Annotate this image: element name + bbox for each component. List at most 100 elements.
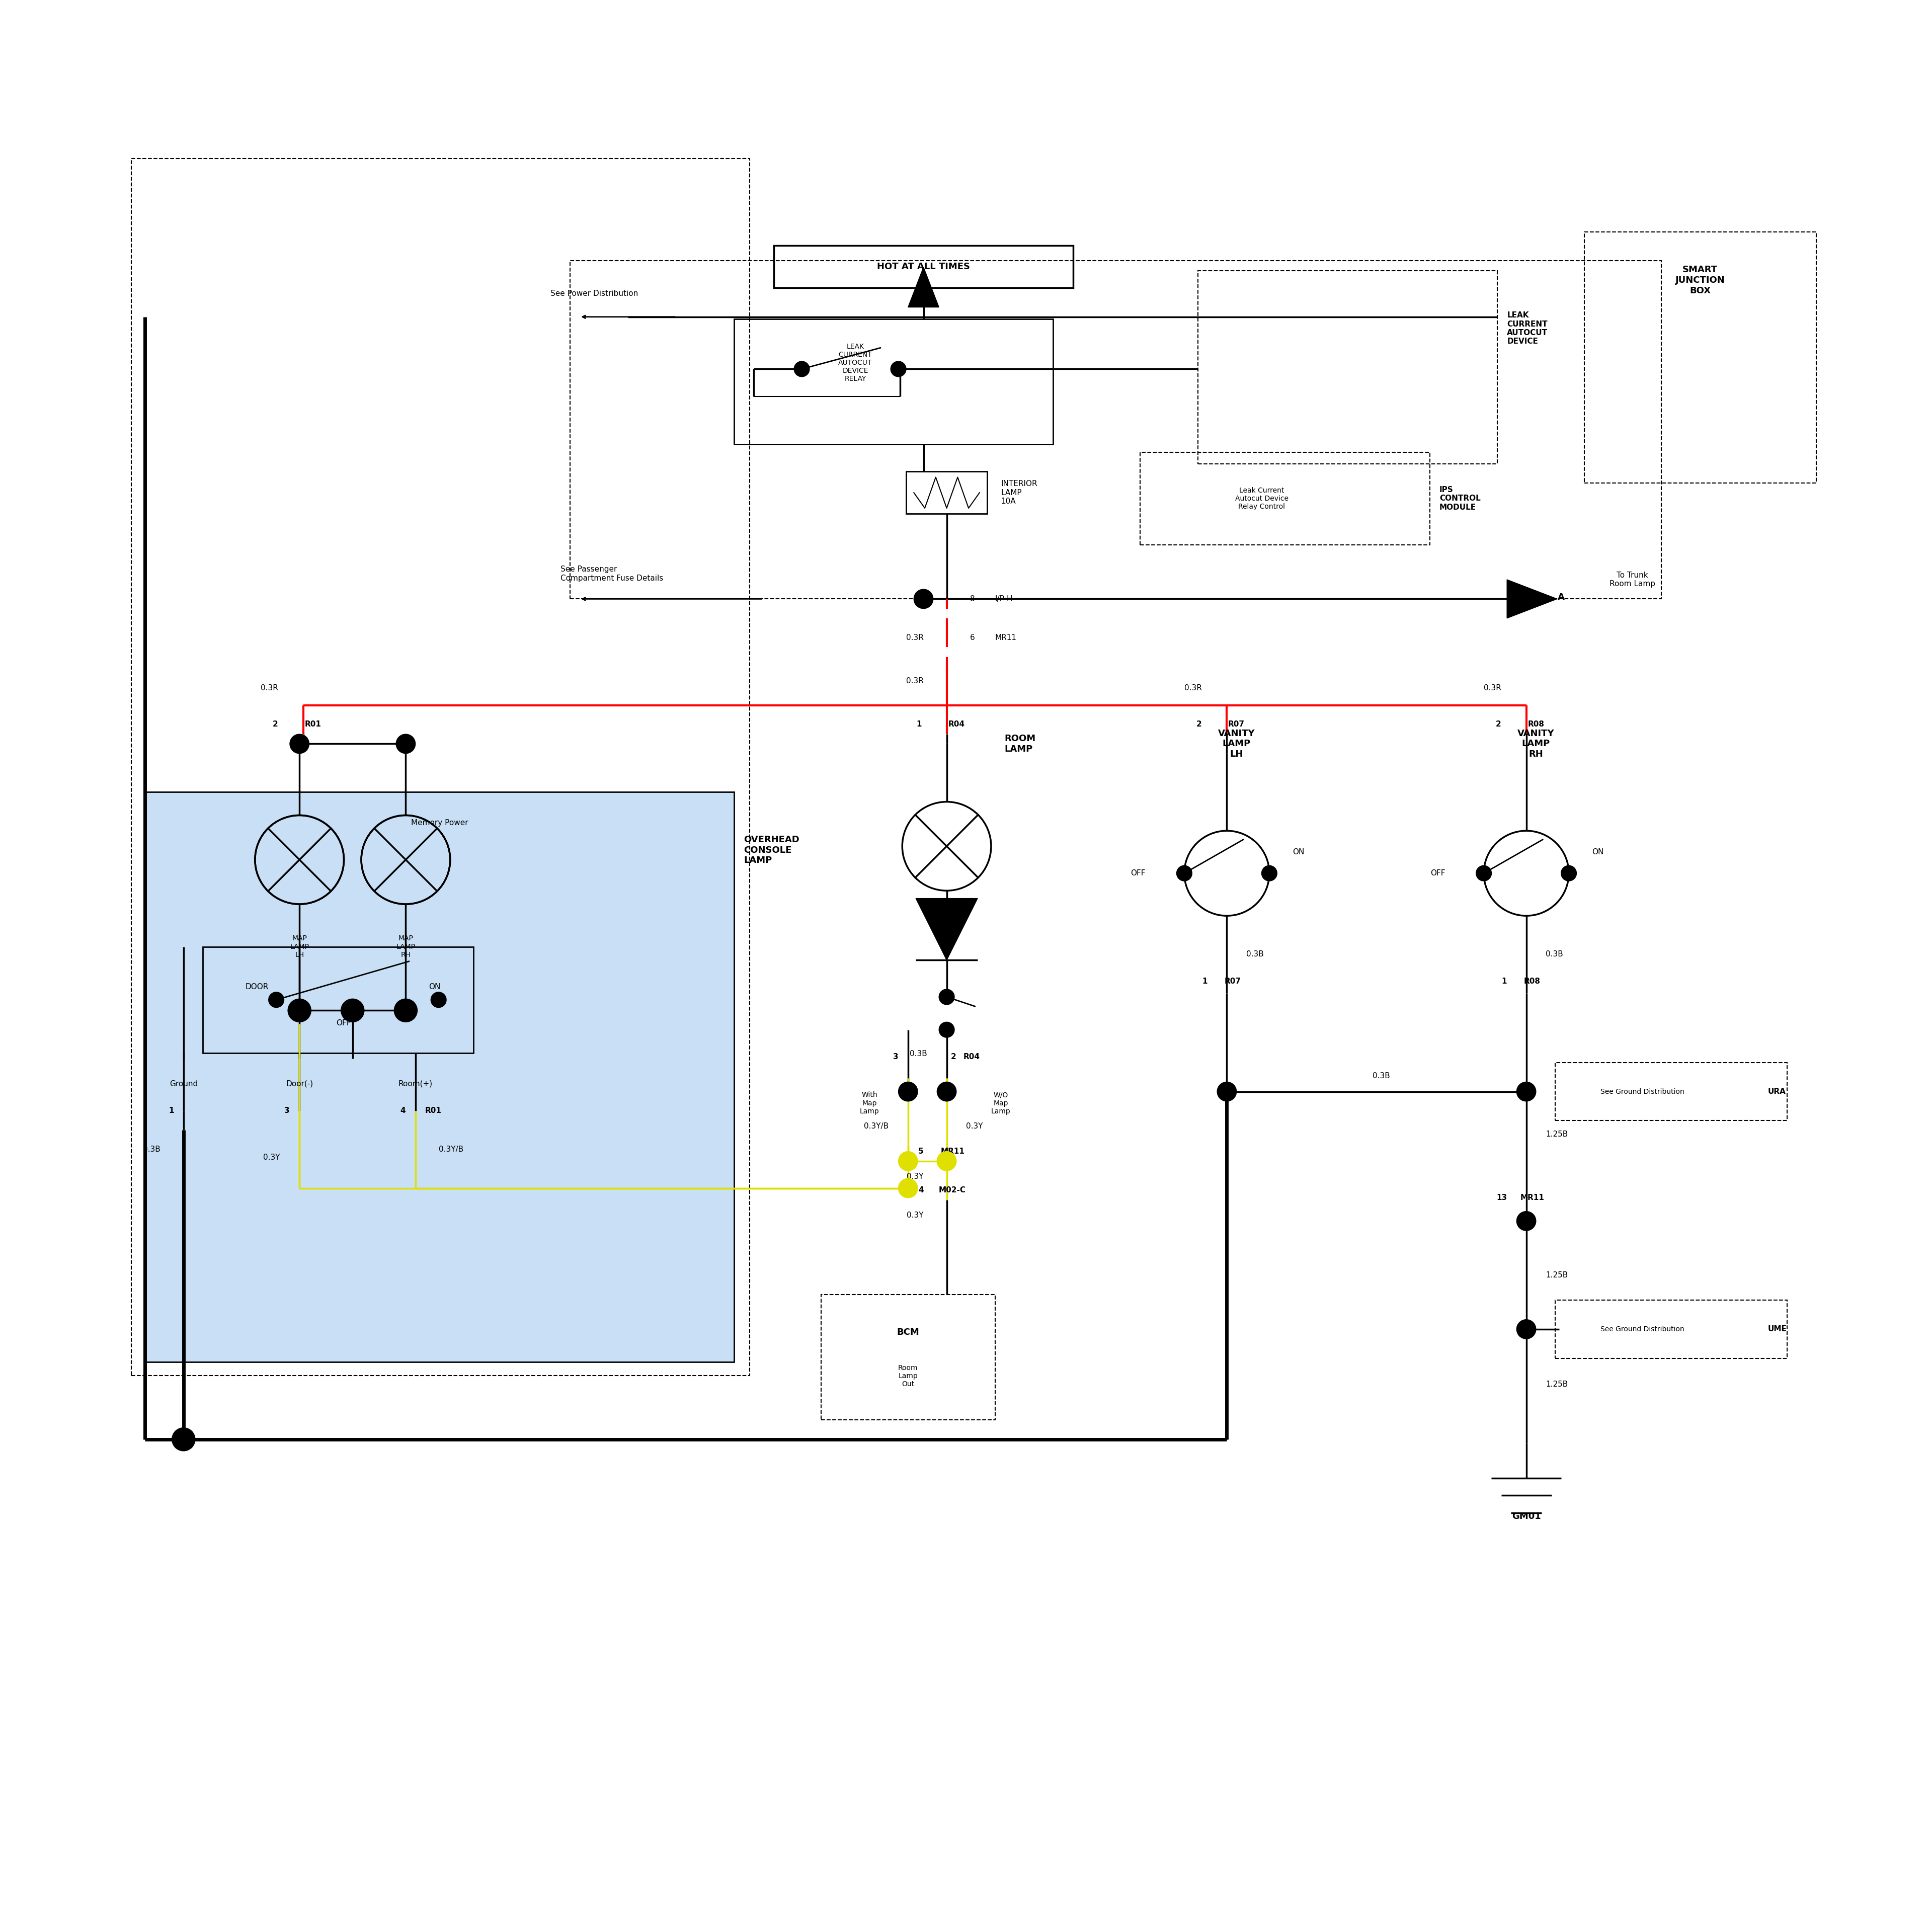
Text: 0.3R: 0.3R — [261, 684, 278, 692]
Text: 1: 1 — [1501, 978, 1507, 985]
Text: 1.25B: 1.25B — [1546, 1271, 1569, 1279]
Text: 3: 3 — [893, 1053, 898, 1061]
Text: 0.3R: 0.3R — [906, 634, 923, 641]
Text: IPS
CONTROL
MODULE: IPS CONTROL MODULE — [1439, 487, 1480, 510]
Text: 0.3B: 0.3B — [910, 1051, 927, 1057]
Bar — [1584, 232, 1816, 483]
Text: Leak Current
Autocut Device
Relay Control: Leak Current Autocut Device Relay Contro… — [1235, 487, 1289, 510]
Text: R07: R07 — [1229, 721, 1244, 728]
Text: R04: R04 — [949, 721, 964, 728]
Text: 2: 2 — [1495, 721, 1501, 728]
Circle shape — [937, 1082, 956, 1101]
Text: LEAK
CURRENT
AUTOCUT
DEVICE
RELAY: LEAK CURRENT AUTOCUT DEVICE RELAY — [838, 342, 871, 383]
Circle shape — [340, 999, 363, 1022]
Text: 0.3R: 0.3R — [906, 678, 923, 684]
Text: 2: 2 — [1196, 721, 1202, 728]
Circle shape — [431, 993, 446, 1007]
Text: OFF: OFF — [1130, 869, 1146, 877]
Text: 13: 13 — [1495, 1194, 1507, 1202]
Text: 2: 2 — [272, 721, 278, 728]
Text: GM01: GM01 — [1511, 1513, 1542, 1520]
Circle shape — [1517, 1082, 1536, 1101]
Text: LEAK
CURRENT
AUTOCUT
DEVICE: LEAK CURRENT AUTOCUT DEVICE — [1507, 311, 1548, 346]
Text: Door(-): Door(-) — [286, 1080, 313, 1088]
Bar — [203, 947, 473, 1053]
Bar — [773, 245, 1074, 288]
Text: ON: ON — [1592, 848, 1604, 856]
Text: R01: R01 — [425, 1107, 442, 1115]
Text: 1: 1 — [916, 721, 922, 728]
Text: VANITY
LAMP
LH: VANITY LAMP LH — [1217, 728, 1256, 759]
Text: MAP
LAMP
RH: MAP LAMP RH — [396, 935, 415, 958]
Circle shape — [898, 1151, 918, 1171]
Text: ON: ON — [1293, 848, 1304, 856]
Circle shape — [939, 989, 954, 1005]
Bar — [145, 792, 734, 1362]
Text: INTERIOR
LAMP
10A: INTERIOR LAMP 10A — [1001, 481, 1037, 504]
Text: 3: 3 — [284, 1107, 290, 1115]
Text: URA: URA — [1768, 1088, 1785, 1095]
Circle shape — [939, 1022, 954, 1037]
Circle shape — [1561, 866, 1577, 881]
Circle shape — [396, 734, 415, 753]
Circle shape — [1517, 1211, 1536, 1231]
Text: R08: R08 — [1528, 721, 1544, 728]
Text: 0.3B: 0.3B — [143, 1146, 160, 1153]
Text: 1: 1 — [1202, 978, 1208, 985]
Text: 4: 4 — [400, 1107, 406, 1115]
Circle shape — [1262, 866, 1277, 881]
Polygon shape — [916, 898, 978, 960]
Text: 0.3Y/B: 0.3Y/B — [439, 1146, 464, 1153]
Text: 5: 5 — [918, 1148, 923, 1155]
Text: 4: 4 — [918, 1186, 923, 1194]
Circle shape — [898, 1179, 918, 1198]
Circle shape — [172, 1428, 195, 1451]
Circle shape — [1177, 866, 1192, 881]
Text: 8: 8 — [970, 595, 976, 603]
Text: 0.3R: 0.3R — [1484, 684, 1501, 692]
Text: OFF: OFF — [1430, 869, 1445, 877]
Circle shape — [394, 999, 417, 1022]
Text: See Passenger
Compartment Fuse Details: See Passenger Compartment Fuse Details — [560, 566, 663, 582]
Text: 0.3Y: 0.3Y — [263, 1153, 280, 1161]
Text: OFF: OFF — [336, 1020, 352, 1028]
Text: R04: R04 — [964, 1053, 980, 1061]
Text: OVERHEAD
CONSOLE
LAMP: OVERHEAD CONSOLE LAMP — [744, 835, 800, 866]
Polygon shape — [1507, 580, 1557, 618]
Text: MR11: MR11 — [941, 1148, 964, 1155]
Text: 2: 2 — [951, 1053, 956, 1061]
Text: Memory Power: Memory Power — [412, 819, 468, 827]
Text: BCM: BCM — [896, 1327, 920, 1337]
Text: R07: R07 — [1225, 978, 1240, 985]
Text: 0.3R: 0.3R — [1184, 684, 1202, 692]
Text: SMART
JUNCTION
BOX: SMART JUNCTION BOX — [1675, 265, 1725, 296]
Bar — [734, 319, 1053, 444]
Text: 0.3Y: 0.3Y — [906, 1211, 923, 1219]
Text: 0.3Y: 0.3Y — [906, 1173, 923, 1180]
Text: DOOR: DOOR — [245, 983, 269, 991]
Text: 1: 1 — [168, 1107, 174, 1115]
Circle shape — [290, 734, 309, 753]
Bar — [1140, 452, 1430, 545]
Circle shape — [288, 999, 311, 1022]
Text: MR11: MR11 — [995, 634, 1016, 641]
Circle shape — [794, 361, 810, 377]
Bar — [1555, 1300, 1787, 1358]
Text: 0.3Y/B: 0.3Y/B — [864, 1122, 889, 1130]
Polygon shape — [908, 267, 939, 307]
Text: VANITY
LAMP
RH: VANITY LAMP RH — [1517, 728, 1555, 759]
Text: 0.3B: 0.3B — [1246, 951, 1264, 958]
Circle shape — [1517, 1320, 1536, 1339]
Text: 1.25B: 1.25B — [1546, 1130, 1569, 1138]
Bar — [1555, 1063, 1787, 1121]
Text: I/P-H: I/P-H — [995, 595, 1012, 603]
Text: 0.3Y: 0.3Y — [966, 1122, 983, 1130]
Circle shape — [914, 589, 933, 609]
Text: MR11: MR11 — [1520, 1194, 1544, 1202]
Bar — [1198, 270, 1497, 464]
Circle shape — [898, 1082, 918, 1101]
Circle shape — [891, 361, 906, 377]
Text: R08: R08 — [1524, 978, 1540, 985]
Text: See Ground Distribution: See Ground Distribution — [1600, 1088, 1685, 1095]
Text: ROOM
LAMP: ROOM LAMP — [1005, 734, 1036, 753]
